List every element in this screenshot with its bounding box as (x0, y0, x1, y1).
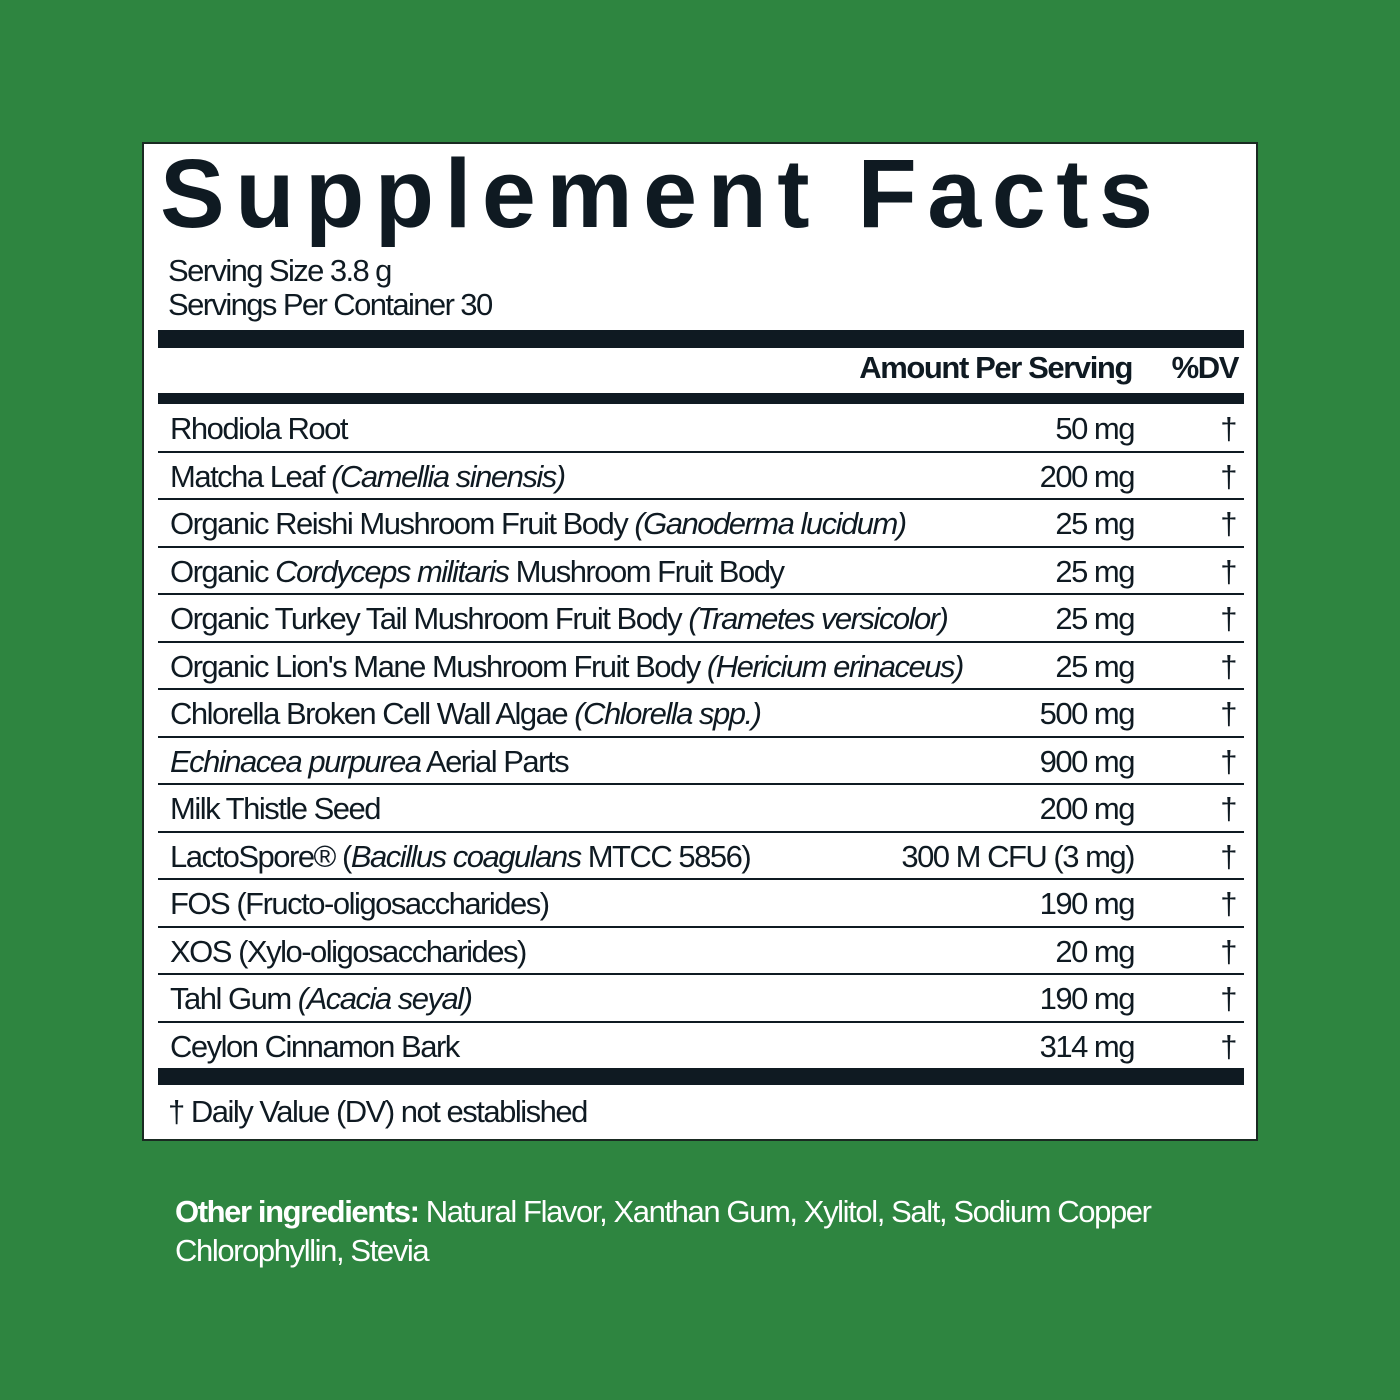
ingredient-dv: † (1220, 553, 1237, 589)
ingredient-dv: † (1220, 981, 1237, 1016)
ingredient-amount: 190 mg (1039, 981, 1136, 1016)
ingredient-name: Milk Thistle Seed (170, 791, 381, 827)
ingredient-dv: † (1220, 696, 1237, 731)
ingredient-latin-name: Bacillus coagulans (350, 838, 582, 874)
ingredient-table: Rhodiola Root 50 mg † Matcha Leaf (Camellia… (158, 405, 1244, 1068)
ingredient-dv: † (1220, 648, 1237, 684)
ingredient-name-part: Mushroom Fruit Body (508, 553, 785, 589)
ingredient-latin-name: Cordyceps militaris (275, 553, 510, 589)
amount-per-serving-header: Amount Per Serving (859, 350, 1133, 385)
ingredient-name: Tahl Gum (Acacia seyal) (170, 981, 473, 1017)
ingredient-name: Matcha Leaf (Camellia sinensis) (170, 458, 566, 495)
ingredient-name-part: Organic (170, 553, 276, 589)
ingredient-name: FOS (Fructo-oligosaccharides) (170, 886, 550, 922)
ingredient-latin-name: (Ganoderma lucidum) (634, 506, 907, 541)
ingredient-amount: 25 mg (1055, 553, 1135, 589)
ingredient-latin-name: (Hericium erinaceus) (706, 648, 964, 684)
ingredient-name-part: MTCC 5856) (580, 838, 752, 874)
ingredient-name-part: Organic Reishi Mushroom Fruit Body (170, 506, 635, 541)
ingredient-name: XOS (Xylo-oligosaccharides) (170, 933, 527, 970)
ingredient-latin-name: (Trametes versicolor) (688, 601, 949, 636)
ingredient-row: Organic Lion's Mane Mushroom Fruit Body … (158, 643, 1244, 690)
ingredient-row: FOS (Fructo-oligosaccharides) 190 mg † (158, 880, 1244, 928)
ingredient-name-part: Ceylon Cinnamon Bark (170, 1028, 460, 1064)
other-ingredients: Other ingredients: Natural Flavor, Xanth… (175, 1192, 1255, 1270)
ingredient-latin-name: (Chlorella spp.) (574, 696, 762, 731)
ingredient-latin-name: (Acacia seyal) (297, 981, 473, 1016)
ingredient-row: Echinacea purpurea Aerial Parts 900 mg † (158, 738, 1244, 785)
ingredient-name-part: Organic Turkey Tail Mushroom Fruit Body (170, 601, 689, 636)
ingredient-amount: 25 mg (1055, 648, 1135, 684)
ingredient-row: Chlorella Broken Cell Wall Algae (Chlore… (158, 690, 1244, 738)
ingredient-name-part: Organic Lion's Mane Mushroom Fruit Body (170, 648, 707, 684)
ingredient-name: Organic Reishi Mushroom Fruit Body (Gano… (170, 506, 907, 542)
ingredient-name: Organic Cordyceps militaris Mushroom Fru… (170, 553, 785, 590)
header-divider (158, 393, 1244, 404)
ingredient-amount: 300 M CFU (3 mg) (901, 838, 1135, 874)
ingredient-amount: 20 mg (1055, 933, 1135, 969)
ingredient-name-part: Chlorella Broken Cell Wall Algae (170, 696, 575, 731)
ingredient-name: LactoSpore® (Bacillus coagulans MTCC 585… (170, 838, 752, 875)
bottom-divider (158, 1068, 1244, 1085)
ingredient-row: Milk Thistle Seed 200 mg † (158, 785, 1244, 833)
ingredient-amount: 25 mg (1055, 601, 1135, 636)
ingredient-row: Organic Cordyceps militaris Mushroom Fru… (158, 548, 1244, 595)
ingredient-dv: † (1220, 601, 1237, 636)
ingredient-dv: † (1220, 886, 1237, 921)
ingredient-dv: † (1220, 458, 1237, 494)
ingredient-name-part: XOS (Xylo-oligosaccharides) (170, 933, 527, 969)
ingredient-amount: 900 mg (1039, 743, 1136, 779)
ingredient-amount: 50 mg (1055, 411, 1135, 446)
ingredient-row: Matcha Leaf (Camellia sinensis) 200 mg † (158, 453, 1244, 500)
ingredient-dv: † (1220, 838, 1237, 874)
panel-title: Supplement Facts (160, 139, 1164, 248)
other-ingredients-label: Other ingredients: (175, 1194, 420, 1229)
ingredient-dv: † (1220, 1028, 1237, 1064)
supplement-facts-panel: Supplement Facts Serving Size 3.8 g Serv… (142, 139, 1258, 1141)
ingredient-amount: 25 mg (1055, 506, 1135, 541)
ingredient-name: Echinacea purpurea Aerial Parts (170, 743, 570, 780)
ingredient-row: Tahl Gum (Acacia seyal) 190 mg † (158, 975, 1244, 1023)
ingredient-name-part: LactoSpore® ( (170, 838, 352, 874)
ingredient-name-part: Rhodiola Root (170, 411, 348, 446)
ingredient-dv: † (1220, 411, 1237, 446)
ingredient-name-part: Milk Thistle Seed (170, 791, 381, 826)
ingredient-row: LactoSpore® (Bacillus coagulans MTCC 585… (158, 833, 1244, 880)
servings-per-container: Servings Per Container 30 (168, 287, 493, 322)
ingredient-amount: 314 mg (1039, 1028, 1136, 1064)
ingredient-row: Organic Reishi Mushroom Fruit Body (Gano… (158, 500, 1244, 548)
ingredient-amount: 200 mg (1039, 458, 1136, 494)
serving-size: Serving Size 3.8 g (168, 253, 392, 288)
thick-divider (158, 330, 1244, 348)
ingredient-row: Ceylon Cinnamon Bark 314 mg † (158, 1023, 1244, 1069)
ingredient-dv: † (1220, 506, 1237, 541)
ingredient-dv: † (1220, 743, 1237, 779)
ingredient-name: Rhodiola Root (170, 411, 348, 447)
footnote: † Daily Value (DV) not established (168, 1094, 588, 1129)
ingredient-row: XOS (Xylo-oligosaccharides) 20 mg † (158, 928, 1244, 975)
ingredient-name: Organic Turkey Tail Mushroom Fruit Body … (170, 601, 949, 637)
ingredient-name-part: Aerial Parts (420, 743, 570, 779)
ingredient-name: Chlorella Broken Cell Wall Algae (Chlore… (170, 696, 762, 732)
ingredient-latin-name: (Camellia sinensis) (331, 458, 566, 494)
ingredient-name: Ceylon Cinnamon Bark (170, 1028, 460, 1065)
ingredient-amount: 190 mg (1039, 886, 1136, 921)
ingredient-amount: 200 mg (1039, 791, 1136, 826)
dv-header: %DV (1171, 350, 1240, 385)
ingredient-latin-name: Echinacea purpurea (170, 743, 422, 779)
ingredient-name-part: FOS (Fructo-oligosaccharides) (170, 886, 550, 921)
ingredient-row: Organic Turkey Tail Mushroom Fruit Body … (158, 595, 1244, 643)
ingredient-amount: 500 mg (1039, 696, 1136, 731)
other-ingredients-text: Natural Flavor, Xanthan Gum, Xylitol, Sa… (175, 1194, 1152, 1268)
ingredient-dv: † (1220, 933, 1237, 969)
ingredient-name: Organic Lion's Mane Mushroom Fruit Body … (170, 648, 964, 685)
ingredient-name-part: Matcha Leaf (170, 458, 332, 494)
ingredient-row: Rhodiola Root 50 mg † (158, 405, 1244, 453)
ingredient-dv: † (1220, 791, 1237, 826)
ingredient-name-part: Tahl Gum (170, 981, 298, 1016)
